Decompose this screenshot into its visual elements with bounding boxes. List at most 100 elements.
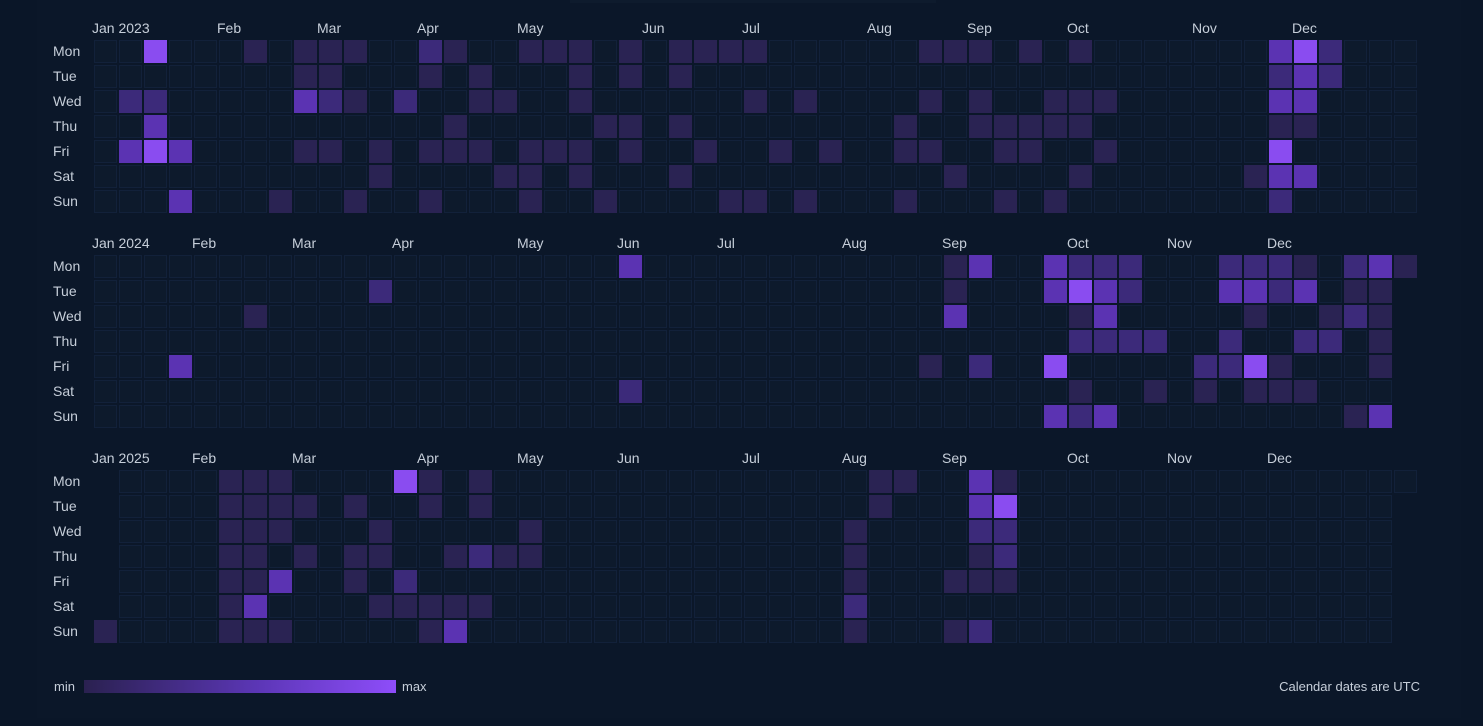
day-cell[interactable] xyxy=(919,620,942,643)
day-cell[interactable] xyxy=(1319,65,1342,88)
day-cell[interactable] xyxy=(419,280,442,303)
day-cell[interactable] xyxy=(119,115,142,138)
day-cell[interactable] xyxy=(469,595,492,618)
day-cell[interactable] xyxy=(894,165,917,188)
day-cell[interactable] xyxy=(444,520,467,543)
day-cell[interactable] xyxy=(1019,65,1042,88)
day-cell[interactable] xyxy=(194,470,217,493)
day-cell[interactable] xyxy=(1369,140,1392,163)
day-cell[interactable] xyxy=(1069,305,1092,328)
day-cell[interactable] xyxy=(244,190,267,213)
day-cell[interactable] xyxy=(1119,380,1142,403)
day-cell[interactable] xyxy=(194,380,217,403)
day-cell[interactable] xyxy=(1294,115,1317,138)
day-cell[interactable] xyxy=(994,165,1017,188)
day-cell[interactable] xyxy=(1019,380,1042,403)
day-cell[interactable] xyxy=(94,190,117,213)
day-cell[interactable] xyxy=(1319,90,1342,113)
day-cell[interactable] xyxy=(1369,545,1392,568)
day-cell[interactable] xyxy=(669,255,692,278)
day-cell[interactable] xyxy=(669,570,692,593)
day-cell[interactable] xyxy=(869,470,892,493)
day-cell[interactable] xyxy=(519,280,542,303)
day-cell[interactable] xyxy=(1369,90,1392,113)
day-cell[interactable] xyxy=(1044,140,1067,163)
day-cell[interactable] xyxy=(1219,520,1242,543)
day-cell[interactable] xyxy=(694,330,717,353)
day-cell[interactable] xyxy=(144,595,167,618)
day-cell[interactable] xyxy=(319,115,342,138)
day-cell[interactable] xyxy=(719,305,742,328)
day-cell[interactable] xyxy=(319,620,342,643)
day-cell[interactable] xyxy=(819,190,842,213)
day-cell[interactable] xyxy=(869,115,892,138)
day-cell[interactable] xyxy=(94,280,117,303)
day-cell[interactable] xyxy=(369,255,392,278)
day-cell[interactable] xyxy=(644,330,667,353)
day-cell[interactable] xyxy=(1319,470,1342,493)
day-cell[interactable] xyxy=(944,115,967,138)
day-cell[interactable] xyxy=(869,140,892,163)
day-cell[interactable] xyxy=(1394,165,1417,188)
day-cell[interactable] xyxy=(944,40,967,63)
day-cell[interactable] xyxy=(394,65,417,88)
day-cell[interactable] xyxy=(569,255,592,278)
day-cell[interactable] xyxy=(819,255,842,278)
day-cell[interactable] xyxy=(1194,570,1217,593)
day-cell[interactable] xyxy=(569,115,592,138)
day-cell[interactable] xyxy=(1044,330,1067,353)
day-cell[interactable] xyxy=(1019,620,1042,643)
day-cell[interactable] xyxy=(1394,470,1417,493)
day-cell[interactable] xyxy=(594,165,617,188)
day-cell[interactable] xyxy=(1344,470,1367,493)
day-cell[interactable] xyxy=(144,40,167,63)
day-cell[interactable] xyxy=(1169,545,1192,568)
day-cell[interactable] xyxy=(394,165,417,188)
day-cell[interactable] xyxy=(594,595,617,618)
day-cell[interactable] xyxy=(1369,165,1392,188)
day-cell[interactable] xyxy=(794,495,817,518)
day-cell[interactable] xyxy=(269,140,292,163)
day-cell[interactable] xyxy=(1094,65,1117,88)
day-cell[interactable] xyxy=(169,90,192,113)
day-cell[interactable] xyxy=(1394,90,1417,113)
day-cell[interactable] xyxy=(344,305,367,328)
day-cell[interactable] xyxy=(569,90,592,113)
day-cell[interactable] xyxy=(1344,65,1367,88)
day-cell[interactable] xyxy=(1344,190,1367,213)
day-cell[interactable] xyxy=(469,520,492,543)
day-cell[interactable] xyxy=(1069,90,1092,113)
day-cell[interactable] xyxy=(1344,405,1367,428)
day-cell[interactable] xyxy=(1269,570,1292,593)
day-cell[interactable] xyxy=(919,405,942,428)
day-cell[interactable] xyxy=(994,140,1017,163)
day-cell[interactable] xyxy=(419,330,442,353)
day-cell[interactable] xyxy=(669,545,692,568)
day-cell[interactable] xyxy=(594,355,617,378)
day-cell[interactable] xyxy=(644,305,667,328)
day-cell[interactable] xyxy=(519,165,542,188)
day-cell[interactable] xyxy=(1119,280,1142,303)
day-cell[interactable] xyxy=(444,595,467,618)
day-cell[interactable] xyxy=(1044,280,1067,303)
day-cell[interactable] xyxy=(1144,355,1167,378)
day-cell[interactable] xyxy=(1394,190,1417,213)
day-cell[interactable] xyxy=(369,620,392,643)
day-cell[interactable] xyxy=(919,570,942,593)
day-cell[interactable] xyxy=(719,355,742,378)
day-cell[interactable] xyxy=(1294,65,1317,88)
day-cell[interactable] xyxy=(444,570,467,593)
day-cell[interactable] xyxy=(669,65,692,88)
day-cell[interactable] xyxy=(494,115,517,138)
day-cell[interactable] xyxy=(719,545,742,568)
day-cell[interactable] xyxy=(994,495,1017,518)
day-cell[interactable] xyxy=(719,90,742,113)
day-cell[interactable] xyxy=(169,280,192,303)
day-cell[interactable] xyxy=(794,405,817,428)
day-cell[interactable] xyxy=(919,330,942,353)
day-cell[interactable] xyxy=(1344,90,1367,113)
day-cell[interactable] xyxy=(544,570,567,593)
day-cell[interactable] xyxy=(444,380,467,403)
day-cell[interactable] xyxy=(344,620,367,643)
day-cell[interactable] xyxy=(469,165,492,188)
